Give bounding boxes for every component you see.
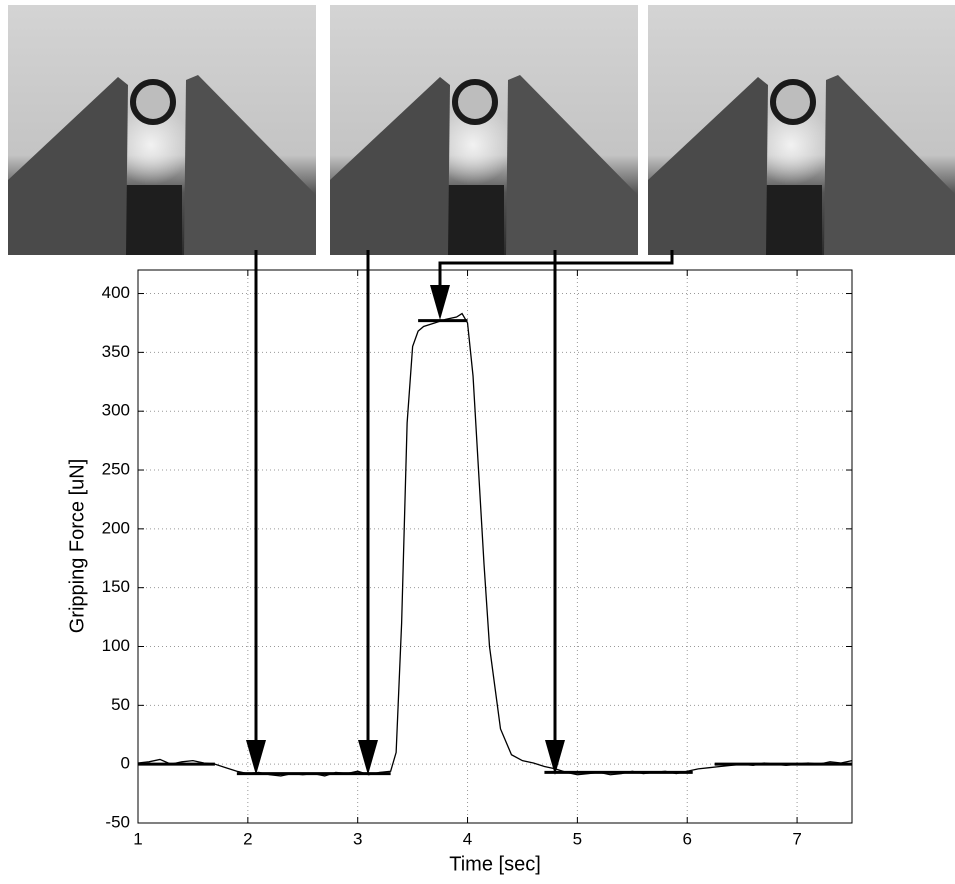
x-tick-label: 2 xyxy=(243,829,252,848)
y-tick-label: 350 xyxy=(102,342,130,361)
y-tick-label: -50 xyxy=(105,812,130,831)
x-tick-label: 5 xyxy=(573,829,582,848)
x-tick-label: 3 xyxy=(353,829,362,848)
y-tick-label: 200 xyxy=(102,518,130,537)
y-tick-label: 50 xyxy=(111,695,130,714)
y-tick-label: 300 xyxy=(102,401,130,420)
arrow-head xyxy=(430,285,450,320)
plot: -50 0 50 100 150 200 250 300 350 400 1 2 3 4 5 6 7 xyxy=(102,269,853,848)
x-tick-label: 1 xyxy=(133,829,142,848)
photo-3 xyxy=(648,5,955,255)
y-tick-label: 0 xyxy=(121,754,130,773)
arrow xyxy=(438,250,674,290)
plot-frame xyxy=(137,269,853,824)
x-tick-label: 4 xyxy=(463,829,472,848)
x-tick-label: 7 xyxy=(792,829,801,848)
arrow-head xyxy=(246,740,266,775)
plot-area xyxy=(138,270,852,823)
y-tick-label: 150 xyxy=(102,577,130,596)
y-tick-label: 100 xyxy=(102,636,130,655)
arrow-head xyxy=(545,740,565,775)
x-tick-label: 6 xyxy=(682,829,691,848)
arrow-head xyxy=(358,740,378,775)
arrows xyxy=(246,250,674,775)
photo-2 xyxy=(330,5,638,255)
x-axis-title: Time [sec] xyxy=(449,853,541,875)
y-tick-label: 250 xyxy=(102,460,130,479)
y-axis-title: Gripping Force [uN] xyxy=(66,459,88,634)
y-tick-label: 400 xyxy=(102,283,130,302)
photo-1 xyxy=(8,5,316,255)
